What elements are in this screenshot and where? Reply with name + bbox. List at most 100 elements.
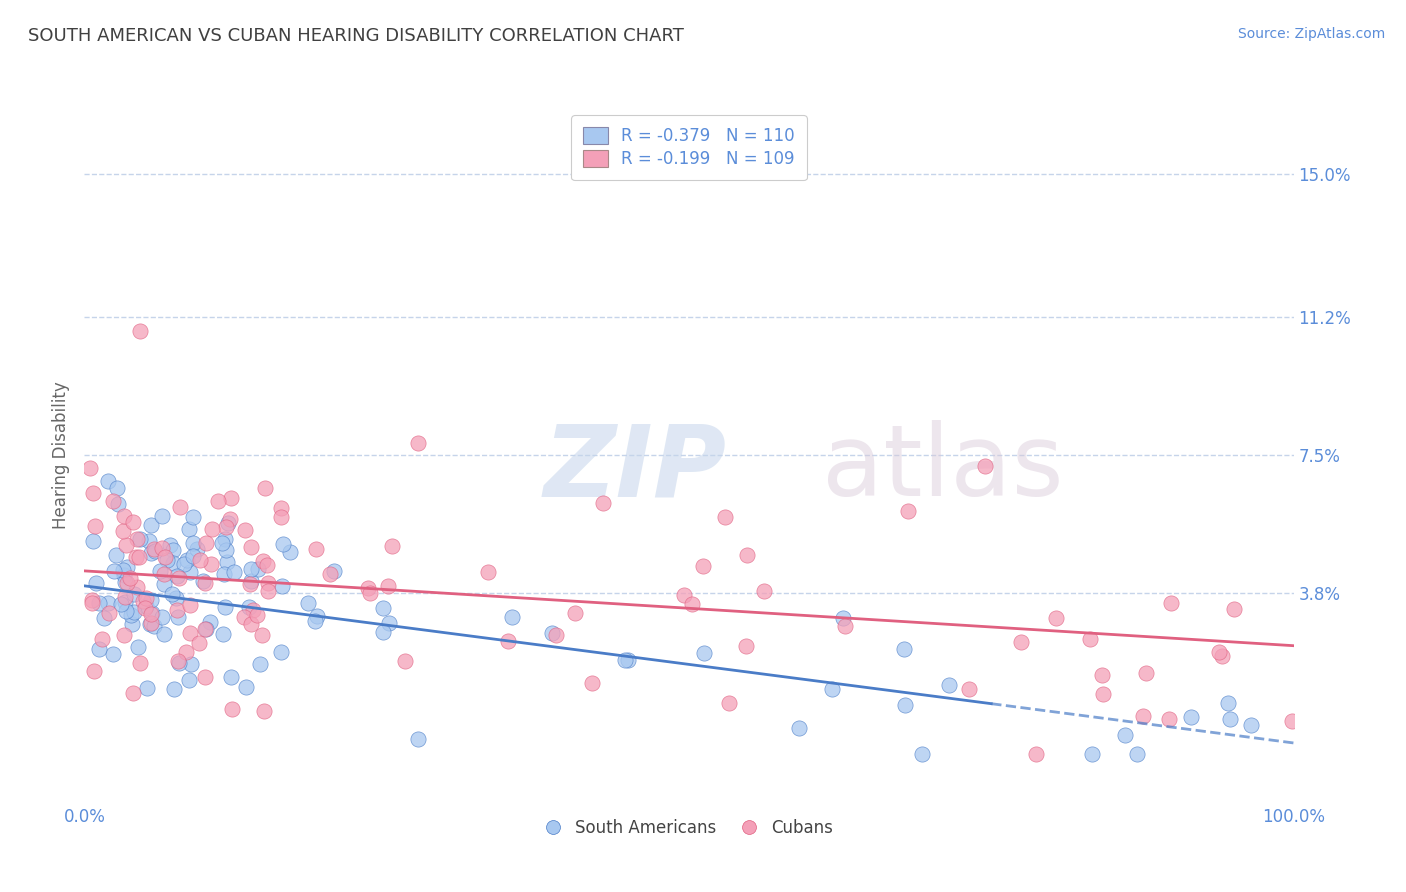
Point xyxy=(125,580,148,594)
Point xyxy=(114,595,136,609)
Point xyxy=(752,584,775,599)
Point xyxy=(91,632,114,647)
Point xyxy=(107,497,129,511)
Point xyxy=(118,571,141,585)
Point xyxy=(406,436,429,450)
Point xyxy=(974,459,997,474)
Point xyxy=(256,576,278,591)
Point xyxy=(1135,665,1157,680)
Point xyxy=(105,481,128,495)
Point xyxy=(167,654,190,668)
Point xyxy=(179,598,201,612)
Point xyxy=(681,598,703,612)
Point xyxy=(117,559,139,574)
Point xyxy=(181,509,204,524)
Point xyxy=(110,597,132,611)
Point xyxy=(112,567,135,582)
Point xyxy=(138,533,160,548)
Point xyxy=(215,520,238,534)
Point xyxy=(177,673,200,687)
Point xyxy=(233,610,256,624)
Point xyxy=(101,648,124,662)
Point xyxy=(212,627,235,641)
Point xyxy=(195,622,218,636)
Point xyxy=(122,515,145,529)
Point xyxy=(1114,728,1136,742)
Point xyxy=(101,493,124,508)
Point xyxy=(214,599,236,614)
Point xyxy=(270,500,292,515)
Point xyxy=(181,536,204,550)
Point xyxy=(122,686,145,700)
Point xyxy=(174,645,197,659)
Point xyxy=(112,628,135,642)
Point xyxy=(112,508,135,523)
Point xyxy=(477,566,499,580)
Point xyxy=(176,553,198,567)
Point xyxy=(1010,635,1032,649)
Point xyxy=(239,541,262,555)
Point xyxy=(1219,712,1241,726)
Point xyxy=(897,503,920,517)
Point xyxy=(911,747,934,761)
Point xyxy=(957,681,980,696)
Point xyxy=(166,602,188,616)
Point xyxy=(373,624,395,639)
Point xyxy=(238,599,260,614)
Point xyxy=(1208,645,1230,659)
Point xyxy=(239,577,262,591)
Point xyxy=(224,565,246,579)
Point xyxy=(141,592,163,607)
Point xyxy=(135,599,157,613)
Point xyxy=(242,602,264,616)
Point xyxy=(181,549,204,563)
Point xyxy=(120,608,142,623)
Point xyxy=(125,532,148,546)
Point xyxy=(186,541,208,556)
Point xyxy=(214,532,236,546)
Point xyxy=(235,680,257,694)
Point xyxy=(304,614,326,628)
Point xyxy=(162,556,184,570)
Point xyxy=(256,583,278,598)
Point xyxy=(246,607,269,622)
Point xyxy=(735,639,758,653)
Point xyxy=(129,657,152,671)
Point xyxy=(1240,718,1263,732)
Point xyxy=(97,596,120,610)
Point xyxy=(82,593,104,607)
Point xyxy=(271,579,294,593)
Point xyxy=(240,574,263,589)
Point xyxy=(735,549,758,563)
Point xyxy=(1211,648,1233,663)
Point xyxy=(79,461,101,475)
Point xyxy=(717,696,740,710)
Point xyxy=(1132,708,1154,723)
Point xyxy=(1025,747,1047,761)
Point xyxy=(135,591,157,606)
Point xyxy=(84,519,107,533)
Point xyxy=(159,538,181,552)
Point xyxy=(122,587,145,601)
Point xyxy=(162,542,184,557)
Point xyxy=(105,548,128,562)
Point xyxy=(714,510,737,524)
Point xyxy=(212,567,235,582)
Point xyxy=(155,553,177,567)
Point xyxy=(787,721,810,735)
Point xyxy=(211,535,233,549)
Point xyxy=(153,550,176,565)
Point xyxy=(149,564,172,578)
Point xyxy=(115,576,138,591)
Point xyxy=(141,517,163,532)
Point xyxy=(82,486,104,500)
Point xyxy=(217,516,239,530)
Point xyxy=(305,542,328,557)
Point xyxy=(693,646,716,660)
Point xyxy=(125,549,148,564)
Point xyxy=(254,481,277,495)
Point xyxy=(194,623,217,637)
Point xyxy=(616,653,638,667)
Point xyxy=(103,565,125,579)
Point xyxy=(614,653,637,667)
